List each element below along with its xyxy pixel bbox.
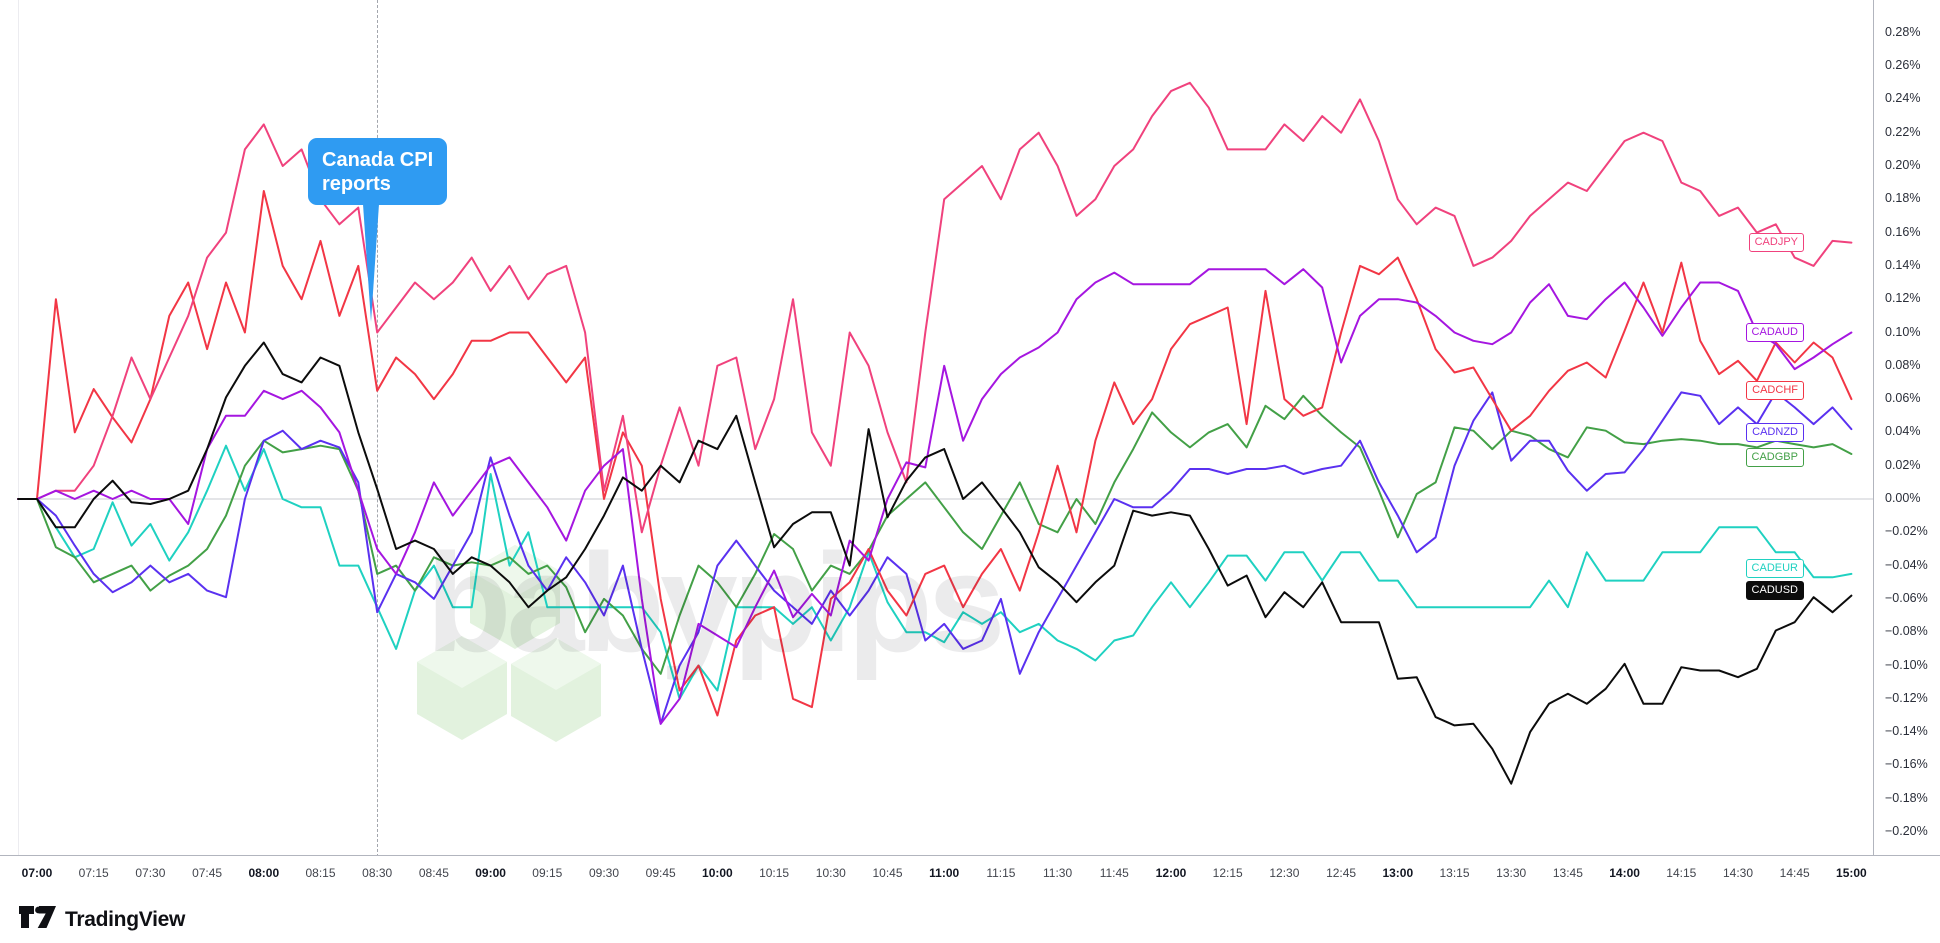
price-axis-tick: 0.04% — [1885, 424, 1921, 439]
tradingview-logo-icon[interactable] — [18, 903, 58, 936]
price-axis-tick: −0.06% — [1885, 590, 1928, 605]
babypips-logo-icon — [417, 545, 601, 742]
price-axis-tick: 0.14% — [1885, 257, 1921, 272]
time-axis-tick: 11:00 — [929, 866, 960, 880]
time-axis-tick: 10:30 — [815, 866, 846, 880]
time-axis-tick: 15:00 — [1836, 866, 1867, 880]
chart-canvas[interactable] — [0, 0, 1873, 855]
event-vertical-dashed-line — [377, 0, 378, 862]
price-axis-tick: −0.10% — [1885, 657, 1928, 672]
time-axis-tick: 14:45 — [1779, 866, 1810, 880]
time-axis-tick: 07:45 — [192, 866, 223, 880]
time-axis-tick: 08:45 — [418, 866, 449, 880]
price-label-CADAUD: CADAUD — [1745, 323, 1804, 342]
price-axis-tick: 0.06% — [1885, 391, 1921, 406]
price-axis-tick: 0.16% — [1885, 224, 1921, 239]
time-axis-tick: 13:15 — [1439, 866, 1470, 880]
price-axis-tick: −0.18% — [1885, 790, 1928, 805]
time-axis-tick: 11:15 — [986, 866, 1016, 880]
price-axis-tick: 0.08% — [1885, 357, 1921, 372]
time-axis-tick: 10:45 — [872, 866, 903, 880]
price-label-CADNZD: CADNZD — [1746, 422, 1804, 442]
price-axis-tick: −0.04% — [1885, 557, 1928, 572]
time-axis-tick: 10:15 — [759, 866, 790, 880]
time-axis-tick: 11:30 — [1043, 866, 1073, 880]
time-axis-tick: 09:30 — [588, 866, 620, 880]
time-axis-tick: 07:00 — [21, 866, 53, 880]
time-axis-tick: 14:15 — [1666, 866, 1697, 880]
time-axis-tick: 14:30 — [1722, 866, 1754, 880]
price-label-CADGBP: CADGBP — [1745, 447, 1804, 467]
series-line-CADJPY[interactable] — [17, 81, 1853, 534]
event-tooltip-pointer — [363, 204, 379, 322]
series-line-CADAUD[interactable] — [17, 268, 1853, 725]
time-axis-tick: 08:00 — [248, 866, 280, 880]
series-line-CADGBP[interactable] — [17, 394, 1853, 675]
time-axis-tick: 12:00 — [1155, 866, 1187, 880]
price-axis-tick: 0.12% — [1885, 291, 1921, 306]
price-axis[interactable]: 0.28% 0.26% 0.24% 0.22% 0.20% 0.18% 0.16% 0.14%… — [1873, 0, 1940, 895]
time-axis[interactable]: 07:00 07:15 07:30 07:45 08:00 08:15 08:30 08:45… — [0, 855, 1940, 896]
price-axis-tick: 0.02% — [1885, 457, 1921, 472]
price-axis-tick: 0.24% — [1885, 91, 1921, 106]
tradingview-wordmark[interactable]: TradingView — [65, 907, 186, 931]
time-axis-tick: 09:45 — [645, 866, 676, 880]
price-label-CADCHF: CADCHF — [1746, 381, 1804, 401]
time-axis-tick: 12:45 — [1326, 866, 1357, 880]
series-line-CADCHF[interactable] — [17, 190, 1853, 717]
time-axis-tick: 10:00 — [702, 866, 733, 880]
time-axis-tick: 14:00 — [1609, 866, 1640, 880]
time-axis-tick: 12:15 — [1212, 866, 1243, 880]
price-axis-tick: 0.28% — [1885, 24, 1921, 39]
price-axis-tick: 0.22% — [1885, 124, 1921, 139]
footer: TradingView — [18, 903, 185, 936]
time-axis-tick: 08:15 — [305, 866, 336, 880]
time-axis-tick: 13:30 — [1496, 866, 1527, 880]
time-axis-tick: 12:30 — [1269, 866, 1300, 880]
price-axis-tick: −0.08% — [1885, 624, 1928, 639]
event-tooltip-line1: Canada CPI — [322, 149, 434, 171]
price-chart-pane[interactable]: babypips Canada CPI reports CADEUR CADGBP… — [0, 0, 1873, 862]
time-axis-tick: 13:00 — [1382, 866, 1414, 880]
price-axis-tick: 0.26% — [1885, 58, 1921, 73]
event-tooltip[interactable]: Canada CPI reports — [308, 138, 447, 322]
price-axis-tick: −0.14% — [1885, 724, 1928, 739]
series-line-CADUSD[interactable] — [17, 341, 1853, 785]
series-line-CADNZD[interactable] — [17, 391, 1853, 725]
time-axis-tick: 13:45 — [1552, 866, 1583, 880]
time-axis-tick: 07:15 — [78, 866, 109, 880]
time-axis-tick: 09:00 — [475, 866, 506, 880]
time-axis-tick: 07:30 — [135, 866, 166, 880]
price-label-CADEUR: CADEUR — [1745, 559, 1804, 579]
price-axis-tick: 0.20% — [1885, 158, 1921, 172]
price-axis-tick: 0.00% — [1885, 491, 1921, 505]
series-line-CADEUR[interactable] — [17, 444, 1853, 700]
time-axis-tick: 08:30 — [362, 866, 393, 880]
price-axis-tick: −0.16% — [1885, 757, 1928, 772]
price-axis-tick: −0.20% — [1885, 824, 1928, 838]
price-label-CADUSD: CADUSD — [1745, 581, 1804, 601]
price-axis-tick: −0.12% — [1885, 690, 1928, 705]
price-axis-tick: 0.18% — [1885, 191, 1921, 206]
time-axis-tick: 11:45 — [1099, 866, 1129, 880]
price-axis-tick: −0.02% — [1885, 524, 1928, 539]
pane-left-border — [18, 0, 19, 855]
time-axis-tick: 09:15 — [532, 866, 563, 880]
price-axis-tick: 0.10% — [1885, 324, 1921, 339]
event-tooltip-line2: reports — [322, 173, 391, 195]
price-label-CADJPY: CADJPY — [1748, 233, 1804, 253]
